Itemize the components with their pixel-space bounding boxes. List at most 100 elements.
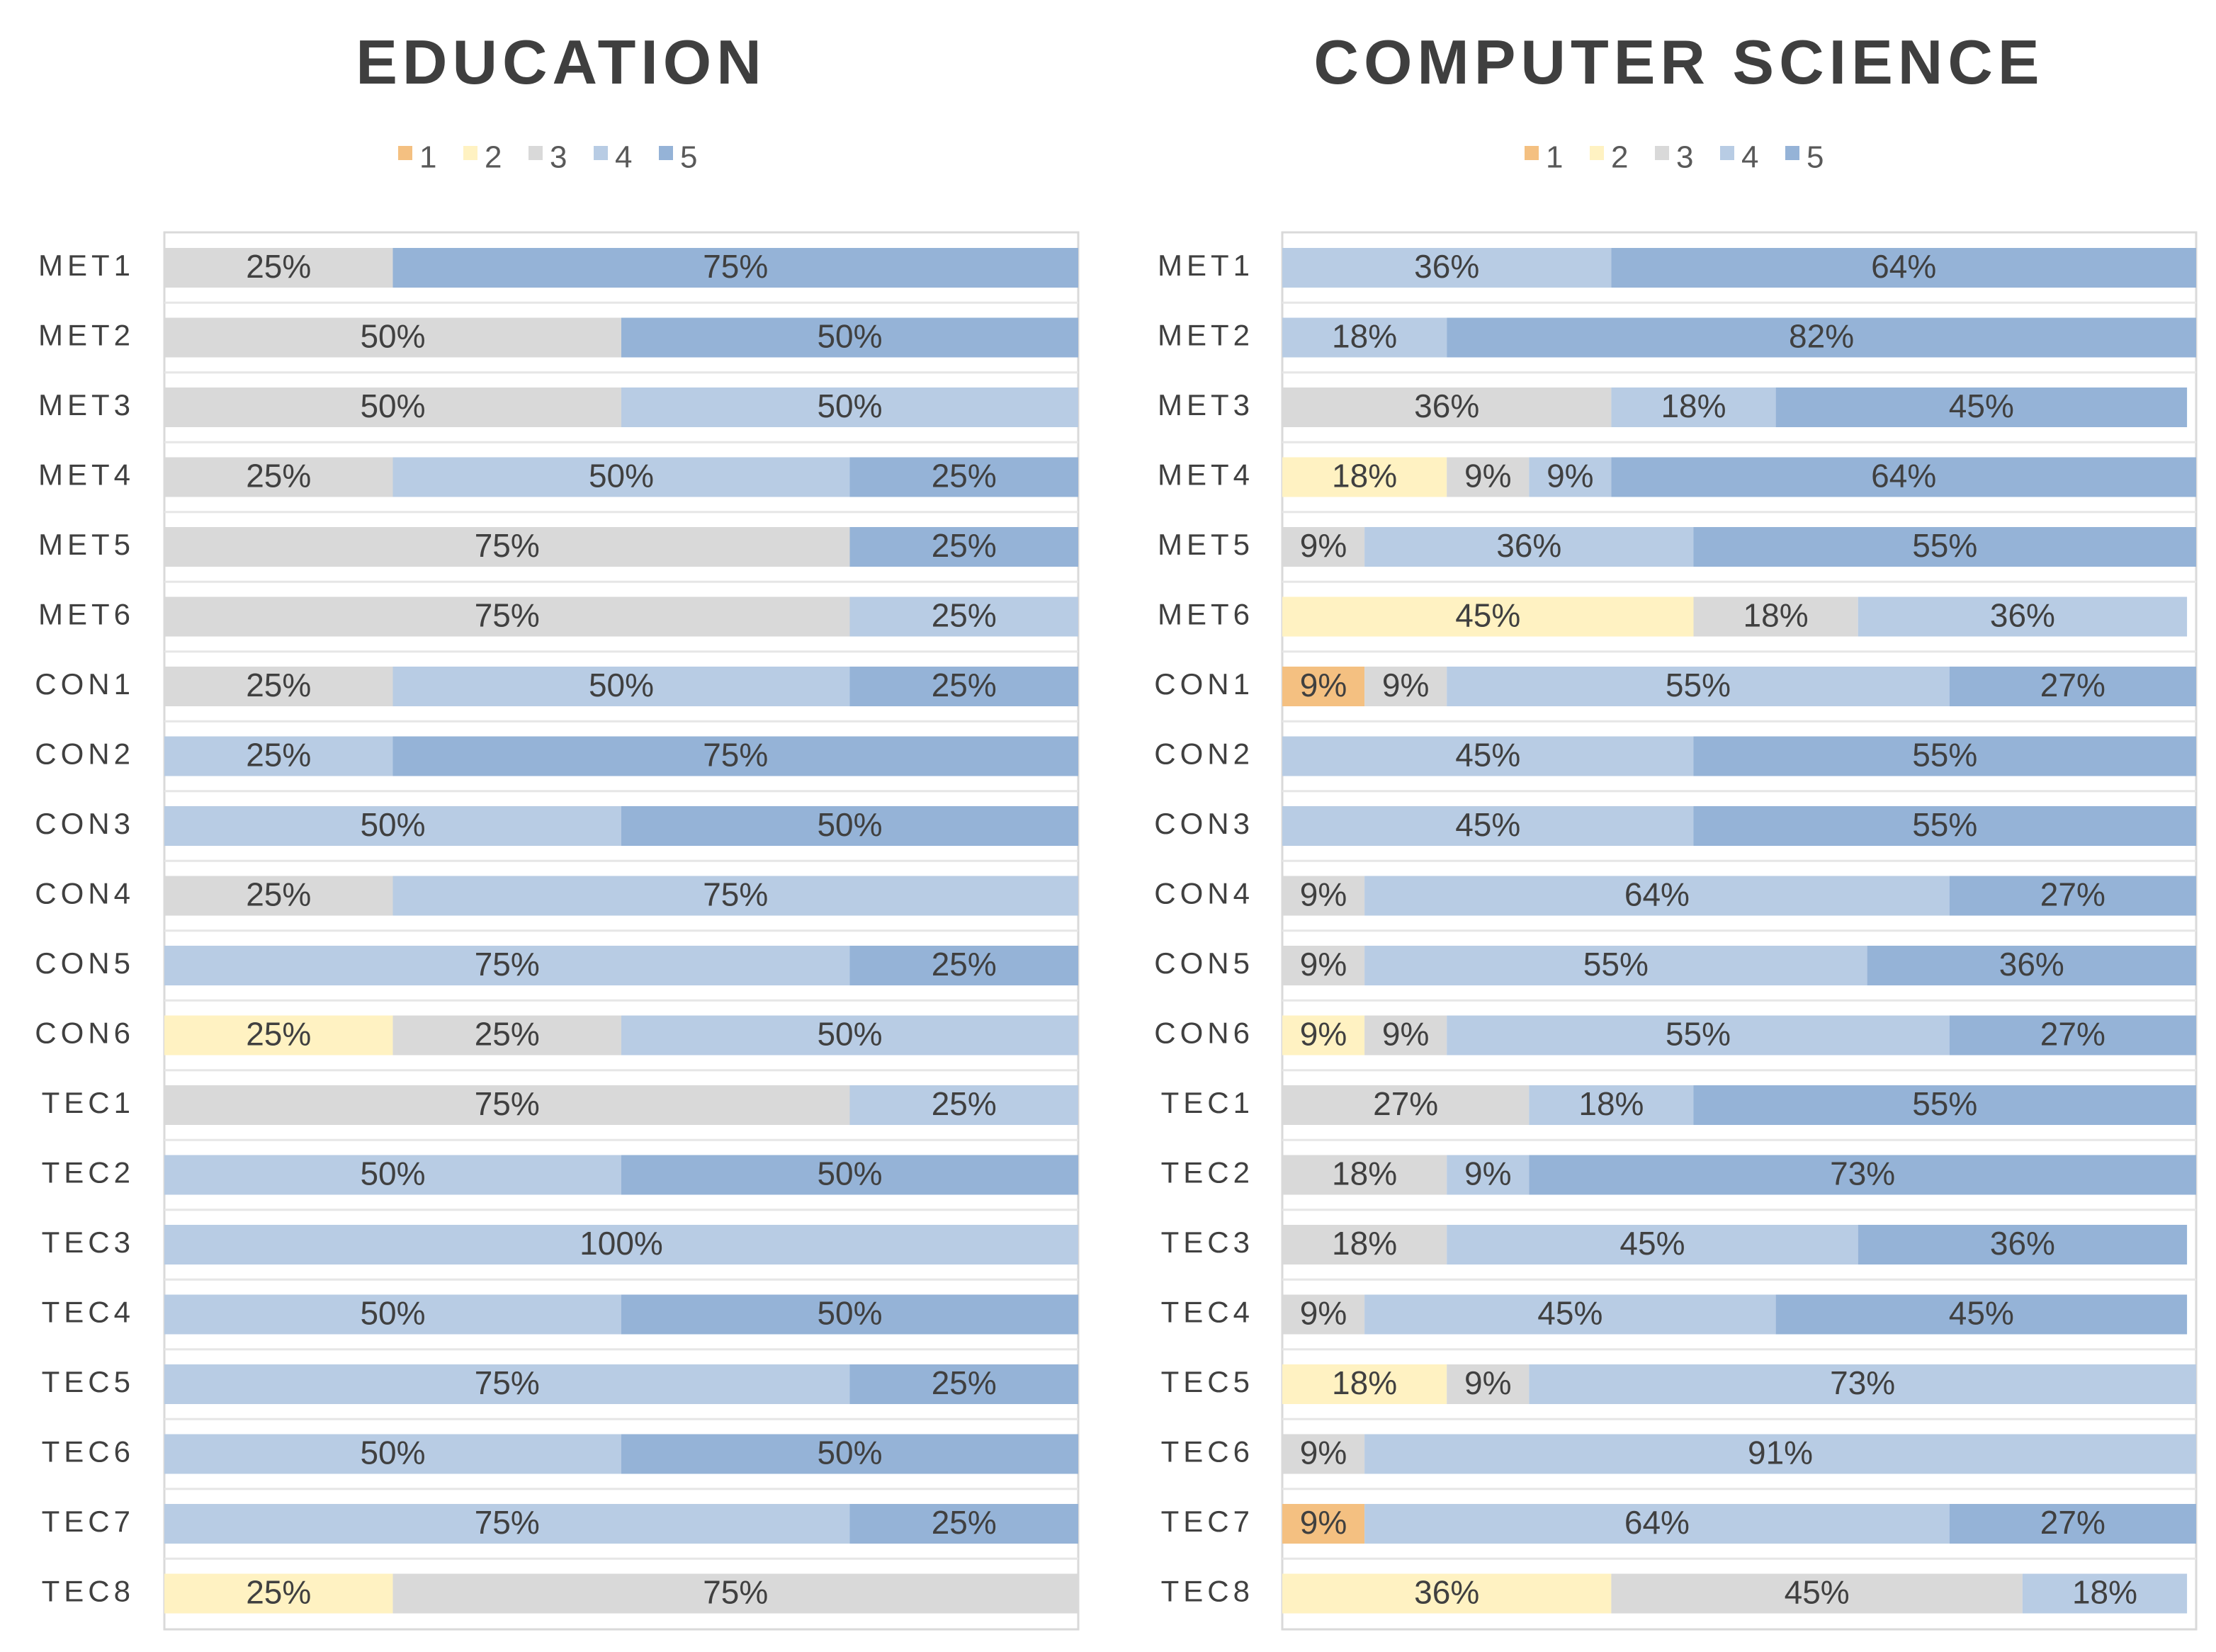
category-label-con2: CON2 xyxy=(35,737,135,771)
data-label-tec1-rating-3: 27% xyxy=(1373,1085,1438,1122)
data-label-tec1-rating-4: 18% xyxy=(1578,1085,1644,1122)
data-label-con1-rating-5: 25% xyxy=(932,667,997,703)
bar-segment-met5-rating-5 xyxy=(1693,527,2196,567)
category-label-con4: CON4 xyxy=(35,877,135,910)
data-label-met1-rating-5: 75% xyxy=(703,248,768,285)
category-label-tec2: TEC2 xyxy=(1161,1156,1254,1189)
bar-segment-tec5-rating-3 xyxy=(1447,1364,1530,1404)
data-label-tec8-rating-4: 18% xyxy=(2072,1574,2137,1611)
data-label-con1-rating-1: 9% xyxy=(1300,667,1347,703)
data-label-tec4-rating-3: 9% xyxy=(1300,1295,1347,1332)
data-label-met2-rating-5: 82% xyxy=(1789,318,1854,355)
data-label-tec3-rating-4: 100% xyxy=(580,1225,663,1262)
bar-segment-met6-rating-2 xyxy=(1282,596,1694,637)
data-label-tec6-rating-3: 9% xyxy=(1300,1435,1347,1471)
category-label-met3: MET3 xyxy=(38,388,135,422)
bar-segment-met1-rating-4 xyxy=(1282,248,1612,288)
data-label-con4-rating-4: 75% xyxy=(703,876,768,913)
data-label-tec8-rating-2: 25% xyxy=(246,1574,311,1611)
bar-segment-met1-rating-5 xyxy=(392,248,1078,288)
data-label-con6-rating-4: 55% xyxy=(1666,1016,1731,1053)
data-label-met3-rating-4: 18% xyxy=(1661,387,1726,424)
data-label-met3-rating-3: 50% xyxy=(360,387,425,424)
bar-segment-tec6-rating-5 xyxy=(621,1434,1078,1474)
bar-segment-con3-rating-4 xyxy=(1282,806,1694,846)
bar-segment-tec2-rating-4 xyxy=(164,1155,621,1195)
category-label-tec4: TEC4 xyxy=(1161,1296,1254,1329)
category-label-con5: CON5 xyxy=(35,946,135,980)
bar-segment-met6-rating-3 xyxy=(164,596,850,637)
data-label-met6-rating-2: 45% xyxy=(1455,597,1520,634)
data-label-tec2-rating-5: 50% xyxy=(817,1155,882,1192)
data-label-met3-rating-3: 36% xyxy=(1414,387,1479,424)
legend-label-4: 4 xyxy=(1741,140,1758,175)
data-label-tec5-rating-2: 18% xyxy=(1332,1364,1397,1401)
data-label-con1-rating-5: 27% xyxy=(2040,667,2105,703)
data-label-tec8-rating-3: 75% xyxy=(703,1574,768,1611)
bar-segment-con5-rating-5 xyxy=(849,946,1078,985)
bar-segment-met5-rating-3 xyxy=(164,527,850,567)
data-label-con2-rating-4: 45% xyxy=(1455,737,1520,774)
data-label-tec2-rating-4: 50% xyxy=(360,1155,425,1192)
data-label-tec2-rating-4: 9% xyxy=(1464,1155,1511,1192)
data-label-tec6-rating-4: 50% xyxy=(360,1435,425,1471)
bar-segment-tec3-rating-4 xyxy=(164,1225,1078,1265)
bar-segment-con5-rating-4 xyxy=(164,946,850,985)
category-label-tec3: TEC3 xyxy=(42,1226,135,1259)
bar-segment-tec2-rating-3 xyxy=(1282,1155,1447,1195)
category-label-met5: MET5 xyxy=(1158,528,1254,561)
bar-segment-met2-rating-3 xyxy=(164,317,621,358)
data-label-met3-rating-5: 45% xyxy=(1949,387,2014,424)
legend-swatch-2 xyxy=(1590,146,1604,160)
data-label-con4-rating-3: 9% xyxy=(1300,876,1347,913)
category-label-tec4: TEC4 xyxy=(42,1296,135,1329)
category-label-met2: MET2 xyxy=(38,319,135,352)
bar-segment-con2-rating-5 xyxy=(1693,736,2196,776)
data-label-tec1-rating-4: 25% xyxy=(932,1085,997,1122)
bar-segment-tec1-rating-3 xyxy=(1282,1085,1530,1125)
chart-title: EDUCATION xyxy=(356,27,767,97)
category-label-con6: CON6 xyxy=(1154,1017,1254,1050)
category-label-con1: CON1 xyxy=(1154,667,1254,701)
chart-legend: 1 2 3 4 5 xyxy=(1525,140,1824,175)
data-label-tec5-rating-3: 9% xyxy=(1464,1364,1511,1401)
bar-segment-con5-rating-4 xyxy=(1364,946,1867,985)
data-label-tec4-rating-4: 45% xyxy=(1537,1295,1602,1332)
bar-segment-met4-rating-4 xyxy=(392,457,850,497)
legend-label-5: 5 xyxy=(1807,140,1824,175)
data-label-tec1-rating-3: 75% xyxy=(475,1085,540,1122)
bar-segment-con5-rating-5 xyxy=(1867,946,2196,985)
bar-segment-met2-rating-5 xyxy=(1447,317,2196,358)
bar-segment-met4-rating-4 xyxy=(1529,457,1612,497)
data-label-met4-rating-3: 9% xyxy=(1464,458,1511,494)
data-label-tec2-rating-5: 73% xyxy=(1830,1155,1895,1192)
data-label-met1-rating-4: 36% xyxy=(1414,248,1479,285)
data-label-con5-rating-3: 9% xyxy=(1300,946,1347,983)
bar-segment-met4-rating-5 xyxy=(849,457,1078,497)
data-label-tec2-rating-3: 18% xyxy=(1332,1155,1397,1192)
category-label-con3: CON3 xyxy=(35,807,135,840)
bar-segment-met6-rating-4 xyxy=(849,596,1078,637)
data-label-con5-rating-4: 75% xyxy=(475,946,540,983)
data-label-con3-rating-4: 50% xyxy=(360,806,425,843)
bar-segment-con2-rating-4 xyxy=(1282,736,1694,776)
bar-segment-con4-rating-3 xyxy=(164,876,393,916)
data-label-tec5-rating-4: 75% xyxy=(475,1364,540,1401)
data-label-con1-rating-4: 55% xyxy=(1666,667,1731,703)
category-label-con3: CON3 xyxy=(1154,807,1254,840)
data-label-con6-rating-2: 9% xyxy=(1300,1016,1347,1053)
category-label-con6: CON6 xyxy=(35,1017,135,1050)
bar-segment-tec8-rating-2 xyxy=(1282,1573,1612,1614)
bar-segment-tec8-rating-4 xyxy=(2022,1573,2188,1614)
data-label-met3-rating-4: 50% xyxy=(817,387,882,424)
bar-segment-met4-rating-2 xyxy=(1282,457,1447,497)
bar-segment-tec1-rating-3 xyxy=(164,1085,850,1125)
data-label-met4-rating-4: 9% xyxy=(1547,458,1593,494)
bar-segment-tec7-rating-4 xyxy=(164,1504,850,1544)
category-label-met2: MET2 xyxy=(1158,319,1254,352)
data-label-con5-rating-4: 55% xyxy=(1583,946,1649,983)
data-label-con4-rating-5: 27% xyxy=(2040,876,2105,913)
data-label-con6-rating-5: 27% xyxy=(2040,1016,2105,1053)
legend-swatch-1 xyxy=(1525,146,1539,160)
